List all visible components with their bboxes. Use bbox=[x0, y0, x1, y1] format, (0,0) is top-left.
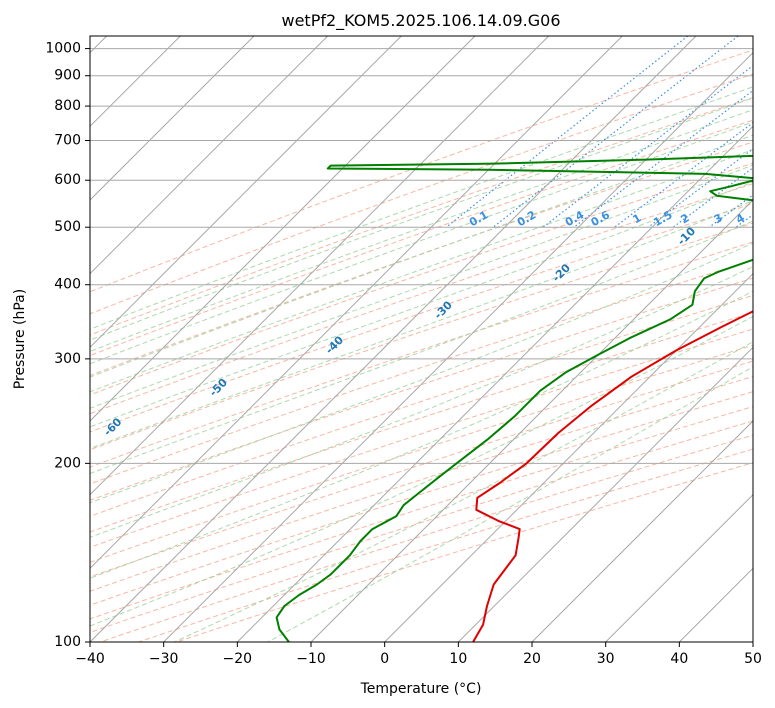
dry-adiabat bbox=[90, 96, 753, 336]
moist-adiabat bbox=[90, 200, 753, 450]
x-tick-label: −10 bbox=[296, 651, 326, 667]
moist-adiabat bbox=[90, 97, 753, 341]
x-tick-label: 20 bbox=[523, 651, 541, 667]
moist-adiabat bbox=[90, 242, 753, 504]
moist-adiabat bbox=[267, 366, 753, 642]
isotherm bbox=[90, 36, 623, 570]
dry-adiabat bbox=[90, 294, 753, 517]
chart-title: wetPf2_KOM5.2025.106.14.09.G06 bbox=[281, 11, 560, 31]
y-tick-label: 100 bbox=[54, 634, 81, 650]
moist-adiabat bbox=[90, 148, 753, 393]
mixing-ratio-label: 1 bbox=[631, 211, 644, 226]
mixing-ratio-line bbox=[573, 89, 753, 228]
y-tick-label: 900 bbox=[54, 68, 81, 84]
y-tick-label: 1000 bbox=[45, 41, 81, 57]
x-tick-label: 40 bbox=[670, 651, 688, 667]
plot-frame bbox=[89, 35, 754, 643]
dry-adiabat bbox=[90, 49, 753, 293]
y-tick-label: 400 bbox=[54, 277, 81, 293]
x-tick-label: −30 bbox=[149, 651, 179, 667]
profile-series bbox=[275, 154, 753, 642]
dry-adiabat bbox=[90, 73, 753, 315]
mixing-ratio-line bbox=[542, 64, 753, 228]
mixing-ratio-label: 0.1 bbox=[467, 208, 490, 229]
isotherm bbox=[90, 36, 476, 422]
isotherm bbox=[531, 420, 753, 642]
x-tick-label: 10 bbox=[449, 651, 467, 667]
dry-adiabat bbox=[138, 448, 753, 642]
mixing-ratio-label: 4 bbox=[734, 211, 747, 226]
isotherm bbox=[236, 125, 753, 642]
isotherm bbox=[90, 36, 550, 496]
moist-adiabat bbox=[90, 109, 753, 353]
isotherm bbox=[163, 51, 753, 642]
isotherm bbox=[384, 272, 753, 642]
dry-adiabat-label: -20 bbox=[550, 261, 573, 284]
y-tick-label: 300 bbox=[54, 351, 81, 367]
isotherm bbox=[90, 36, 402, 349]
y-tick-label: 600 bbox=[54, 172, 81, 188]
mixing-ratio-label: 0.4 bbox=[563, 208, 587, 229]
x-axis-title: Temperature (°C) bbox=[360, 681, 482, 697]
moist-adiabat bbox=[90, 181, 753, 428]
mixing-ratio-label: 2 bbox=[678, 211, 691, 226]
y-tick-label: 700 bbox=[54, 132, 81, 148]
y-tick-label: 200 bbox=[54, 455, 81, 471]
isotherm bbox=[678, 567, 753, 642]
isotherm bbox=[752, 641, 753, 642]
moist-adiabat bbox=[90, 121, 753, 365]
temperature-line bbox=[472, 310, 753, 642]
isotherm bbox=[90, 36, 255, 201]
moist-adiabat bbox=[90, 220, 753, 475]
x-tick-label: 0 bbox=[380, 651, 389, 667]
dry-adiabat-label: -40 bbox=[323, 333, 346, 356]
isotherm bbox=[90, 36, 329, 275]
dry-adiabat-label: -70 bbox=[8, 456, 31, 479]
isotherm bbox=[90, 36, 697, 642]
moist-adiabat bbox=[174, 341, 753, 642]
y-axis-title: Pressure (hPa) bbox=[12, 289, 28, 389]
dry-adiabat bbox=[90, 405, 753, 620]
y-tick-label: 800 bbox=[54, 98, 81, 114]
dry-adiabat bbox=[90, 344, 753, 563]
dewpoint-line bbox=[275, 154, 753, 642]
background-lines bbox=[90, 36, 753, 642]
moist-adiabat bbox=[90, 266, 753, 538]
mixing-ratio-line bbox=[672, 167, 753, 228]
isotherm bbox=[605, 493, 753, 642]
dry-adiabat bbox=[90, 311, 753, 533]
dry-adiabat bbox=[90, 391, 753, 606]
y-tick-label: 500 bbox=[54, 219, 81, 235]
x-tick-label: −40 bbox=[75, 651, 105, 667]
mixing-ratio-line bbox=[614, 121, 753, 228]
dry-adiabat-label: -30 bbox=[432, 298, 455, 321]
dry-adiabat bbox=[90, 141, 753, 377]
x-tick-label: 50 bbox=[744, 651, 762, 667]
mixing-ratio-label: 1.5 bbox=[651, 208, 674, 229]
mixing-ratio-label: 6 bbox=[771, 211, 775, 226]
dry-adiabat-label: -60 bbox=[101, 415, 124, 438]
moist-adiabat bbox=[90, 164, 753, 409]
x-tick-label: −20 bbox=[223, 651, 253, 667]
mixing-ratio-line bbox=[492, 36, 739, 228]
isotherm bbox=[310, 199, 753, 642]
mixing-ratio-label: 0.6 bbox=[589, 208, 613, 229]
x-tick-label: 30 bbox=[597, 651, 615, 667]
dry-adiabat-label: -50 bbox=[207, 376, 230, 399]
dry-adiabat bbox=[90, 360, 753, 578]
isotherm bbox=[457, 346, 753, 642]
axis-ticks: −40 −30 −20 −10 0 10 20 30 40 50 100 200 300 400 500 60… bbox=[45, 41, 762, 667]
mixing-ratio-label: 0.2 bbox=[515, 208, 538, 229]
dry-adiabat bbox=[90, 375, 753, 592]
moist-adiabat bbox=[90, 315, 753, 627]
